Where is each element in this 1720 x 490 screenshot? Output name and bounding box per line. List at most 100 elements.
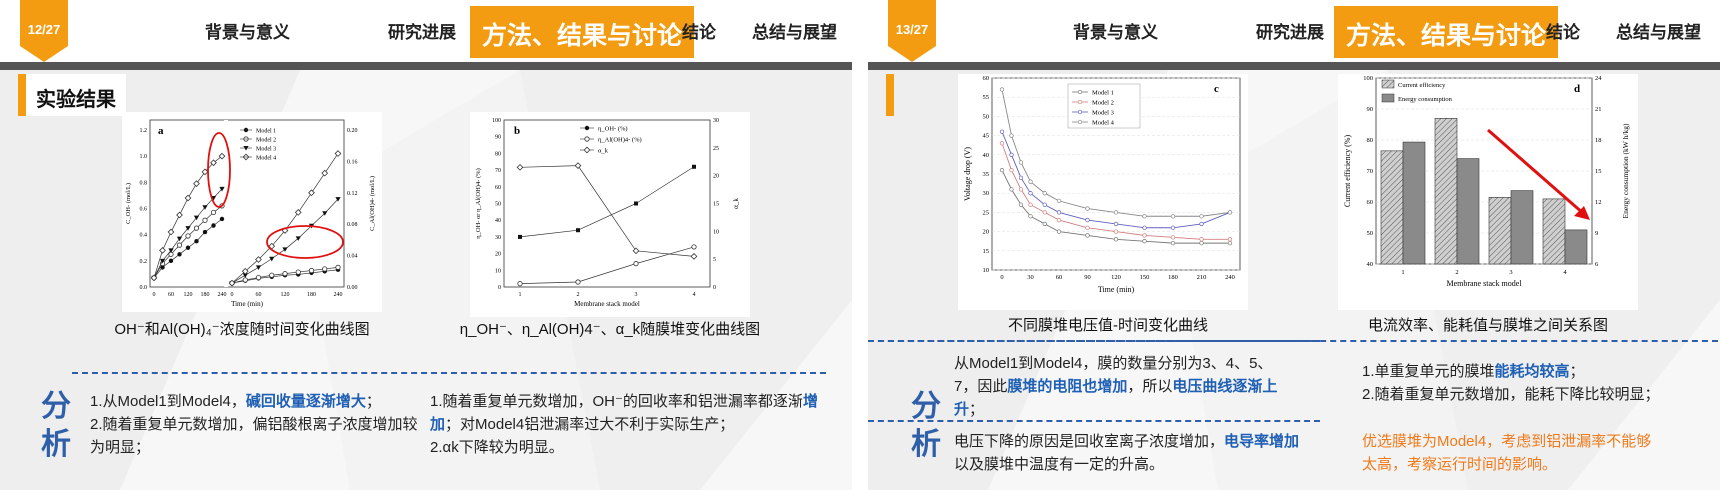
y-tick-c: 10 — [983, 267, 990, 274]
left-tick-b: 80 — [495, 151, 501, 157]
page-number: 12/27 — [27, 22, 61, 37]
top-bar-right — [868, 0, 1720, 62]
nav-summary-right[interactable]: 总结与展望 — [1616, 23, 1701, 43]
nav-progress-right[interactable]: 研究进展 — [1256, 23, 1324, 43]
plot-frame-b — [503, 119, 711, 288]
t2-a: 电压下降的原因是回收室离子浓度增加， — [954, 433, 1225, 450]
right-tick-a: 0.20 — [347, 128, 358, 134]
legend-marker-b — [583, 146, 591, 154]
x-label-c: Time (min) — [1098, 285, 1135, 294]
point-c — [1028, 202, 1033, 207]
series-line-c — [1001, 143, 1230, 240]
x-tick-c: 90 — [1084, 274, 1091, 281]
point-al — [269, 272, 275, 278]
nav-methods-active[interactable]: 方法、结果与讨论 — [470, 6, 695, 58]
nav-summary[interactable]: 总结与展望 — [752, 23, 837, 43]
x-tick-a1: 240 — [218, 292, 227, 298]
point-oh — [219, 216, 225, 222]
point-oh — [194, 239, 199, 244]
x-tick-d: 3 — [1509, 269, 1512, 276]
analysis-col2: 1.随着重复单元数增加，OH⁻的回收率和铝泄漏率都逐渐增加；对Model4铝泄漏… — [430, 390, 820, 459]
point-oh — [176, 242, 183, 248]
point-c — [1018, 160, 1024, 165]
point-oh — [210, 209, 217, 216]
nav-progress[interactable]: 研究进展 — [388, 23, 456, 43]
point-c — [1056, 229, 1062, 234]
page-tab-shape-right — [888, 0, 936, 62]
legend-swatch-d1 — [1381, 79, 1395, 89]
bar-current-efficiency — [1488, 197, 1512, 265]
point-al — [308, 267, 315, 274]
col2-text-3: 2.α — [430, 439, 452, 456]
point-c — [1009, 187, 1014, 192]
x-tick-a1: 0 — [153, 292, 156, 298]
point-al — [282, 247, 288, 252]
legend-label-a: Model 1 — [256, 129, 276, 135]
nav-methods-active-right[interactable]: 方法、结果与讨论 — [1334, 6, 1559, 58]
legend-label-c: Model 3 — [1092, 110, 1114, 117]
section-title: 实验结果 — [18, 74, 126, 116]
series-line-b — [519, 166, 695, 238]
panel-label-a: a — [158, 125, 164, 137]
legend-label-d1: Current efficiency — [1398, 82, 1446, 89]
point-b — [574, 162, 582, 170]
y-label-a-left: C_OH- (mol/L) — [125, 183, 132, 224]
y-tick-c: 35 — [983, 171, 990, 178]
y-tick-c: 45 — [983, 133, 990, 140]
left-tick-a: 0.2 — [140, 259, 148, 265]
point-oh — [150, 274, 158, 282]
point-b — [634, 201, 638, 206]
point-al — [322, 266, 328, 272]
legend-label-b: η_Al(OH)4- (%) — [598, 137, 642, 144]
point-c — [1028, 214, 1033, 219]
point-oh — [202, 205, 208, 210]
point-al — [294, 209, 302, 216]
point-oh — [219, 186, 225, 192]
left-tick-b: 70 — [495, 168, 501, 174]
series-line-c — [1001, 169, 1230, 244]
point-c — [1018, 175, 1024, 180]
right-tick-d: 9 — [1595, 230, 1598, 237]
col2-text-1: 1.随着重复单元数增加，OH⁻的回收率和铝泄漏率都逐渐 — [430, 393, 803, 410]
x-tick-d: 1 — [1401, 269, 1404, 276]
t3-b: 能耗均较高 — [1494, 363, 1570, 380]
analysis-char-1-right: 分 — [911, 390, 941, 423]
left-tick-b: 30 — [495, 235, 501, 241]
bar-current-efficiency — [1434, 117, 1458, 265]
point-c — [1113, 229, 1119, 234]
series-line-c — [1001, 89, 1231, 217]
point-c — [1199, 237, 1204, 242]
point-oh — [168, 258, 174, 264]
t2-c: 以及膜堆中温度有一定的升高。 — [954, 456, 1165, 473]
page-tab-shape — [20, 0, 68, 62]
y-tick-c: 50 — [983, 113, 990, 120]
point-al — [321, 169, 329, 177]
page-number-right: 13/27 — [895, 22, 929, 37]
point-c — [1113, 210, 1119, 215]
nav-background-right[interactable]: 背景与意义 — [1073, 23, 1158, 43]
t1-a: 从Model1到Model4，膜的数量分别为3、4、5、7，因此 — [954, 355, 1273, 395]
trend-arrow-head — [1574, 206, 1590, 220]
point-al — [255, 274, 262, 281]
point-al — [282, 271, 288, 277]
point-oh — [176, 236, 183, 242]
left-tick-b: 60 — [495, 185, 501, 191]
x-tick-a1: 60 — [168, 292, 174, 298]
nav-conclusion-right[interactable]: 结论 — [1546, 23, 1580, 43]
point-b — [575, 279, 581, 285]
top-divider — [0, 62, 852, 70]
x-label-d: Membrane stack model — [1446, 279, 1522, 288]
point-oh — [210, 159, 217, 167]
legend-marker-b — [584, 125, 590, 131]
y-tick-c: 20 — [983, 229, 990, 236]
left-tick-a: 0.0 — [140, 285, 148, 291]
bar-current-efficiency — [1380, 150, 1404, 265]
right-tick-d: 24 — [1595, 75, 1602, 82]
point-oh — [177, 252, 182, 257]
right-tick-d: 18 — [1595, 137, 1602, 144]
point-c — [1018, 187, 1024, 192]
point-c — [1142, 225, 1147, 230]
nav-conclusion[interactable]: 结论 — [682, 23, 716, 43]
nav-background[interactable]: 背景与意义 — [205, 23, 290, 43]
